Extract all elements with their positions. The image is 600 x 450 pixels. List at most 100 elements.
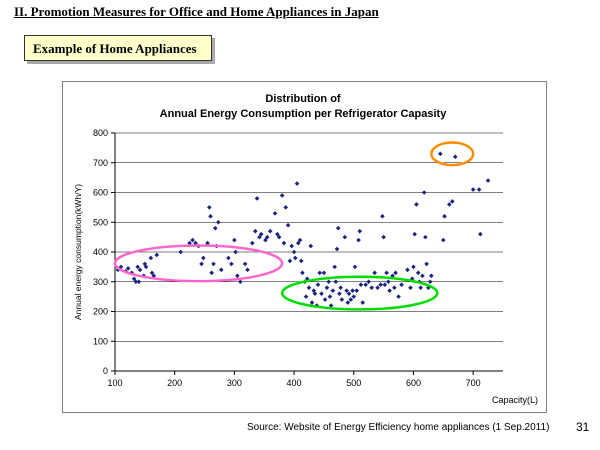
data-point (291, 249, 297, 255)
data-point (366, 279, 371, 285)
data-point (375, 285, 380, 290)
data-point (151, 273, 157, 279)
data-point (115, 267, 121, 273)
highlight-ellipses (113, 141, 475, 311)
data-point (207, 205, 212, 210)
data-point (478, 231, 483, 237)
data-point (348, 297, 354, 302)
x-tick-label: 300 (227, 378, 242, 388)
data-point (412, 231, 417, 237)
data-point (352, 264, 358, 270)
data-point (252, 228, 258, 234)
y-tick-label: 700 (93, 158, 108, 168)
data-point (408, 285, 413, 290)
data-point (308, 243, 314, 249)
chart-title-line1: Distribution of (265, 93, 340, 105)
x-tick-label: 200 (167, 378, 182, 388)
data-point (258, 231, 264, 237)
data-point (208, 214, 213, 219)
data-point (226, 255, 231, 261)
data-point (178, 249, 183, 255)
data-point (297, 237, 303, 243)
data-point (187, 240, 192, 246)
x-tick-label: 500 (346, 378, 361, 388)
data-point (438, 151, 443, 157)
data-point (295, 240, 301, 246)
grid-lines (111, 132, 503, 372)
x-tick-labels: 100 200 300 400 500 600 700 (107, 371, 481, 388)
data-point (351, 294, 357, 299)
data-point (267, 228, 273, 234)
data-point (283, 205, 289, 210)
data-point (442, 214, 447, 219)
data-point (452, 154, 458, 160)
data-point (356, 237, 361, 243)
data-point (309, 300, 315, 305)
data-point (311, 288, 317, 293)
data-point (334, 246, 340, 252)
data-point (382, 282, 388, 288)
data-point (342, 234, 348, 240)
data-point (485, 178, 491, 183)
x-tick-label: 400 (287, 378, 302, 388)
data-point (245, 267, 250, 273)
data-point (199, 261, 204, 267)
data-point (235, 273, 240, 279)
data-point (321, 270, 327, 276)
data-point (254, 196, 260, 201)
data-point (330, 288, 336, 293)
data-point (232, 237, 237, 243)
data-point (429, 273, 434, 279)
data-point (229, 261, 234, 267)
data-point (424, 261, 429, 267)
y-tick-label: 200 (93, 307, 108, 317)
example-label: Example of Home Appliances (24, 35, 212, 61)
page-number: 31 (576, 420, 590, 434)
data-point (312, 291, 318, 296)
data-point (135, 264, 140, 270)
source-note: Source: Website of Energy Efficiency hom… (247, 422, 550, 433)
data-point (315, 282, 321, 288)
data-point (118, 264, 124, 270)
y-axis-label: Annual energy consumption(kWh/Y) (73, 184, 83, 320)
y-tick-label: 0 (103, 366, 108, 376)
data-point (441, 237, 446, 243)
y-tick-labels: 0 100 200 300 400 500 600 700 800 (93, 128, 108, 376)
x-tick-label: 600 (406, 378, 421, 388)
data-point (142, 261, 148, 267)
data-point (470, 187, 476, 192)
data-point (263, 237, 268, 243)
data-point (446, 202, 452, 207)
data-point (148, 255, 154, 261)
scatter-chart: Distribution of Annual Energy Consumptio… (73, 93, 538, 405)
data-point (363, 282, 369, 288)
data-point (384, 270, 389, 276)
data-point (414, 202, 419, 207)
data-point (306, 285, 312, 290)
data-point (154, 252, 160, 258)
data-point (393, 270, 398, 276)
data-point (399, 282, 404, 288)
data-point (418, 285, 423, 290)
data-point (131, 276, 137, 282)
data-point (358, 282, 364, 288)
highlight-ellipse (113, 244, 284, 283)
data-point (332, 264, 337, 270)
data-point (205, 240, 210, 246)
data-point (378, 282, 383, 288)
chart-title-line2: Annual Energy Consumption per Refrigerat… (160, 108, 448, 120)
data-point (276, 234, 282, 240)
y-tick-label: 800 (93, 128, 108, 138)
y-tick-label: 500 (93, 217, 108, 227)
data-point (421, 190, 427, 195)
data-point (281, 240, 287, 246)
highlight-ellipse (280, 275, 439, 311)
highlight-ellipse (430, 141, 475, 167)
data-point (372, 270, 377, 276)
data-point (357, 228, 363, 234)
data-point (298, 258, 304, 264)
data-point (136, 279, 142, 285)
data-point (427, 279, 433, 285)
data-point (449, 199, 455, 204)
data-point (420, 273, 425, 279)
